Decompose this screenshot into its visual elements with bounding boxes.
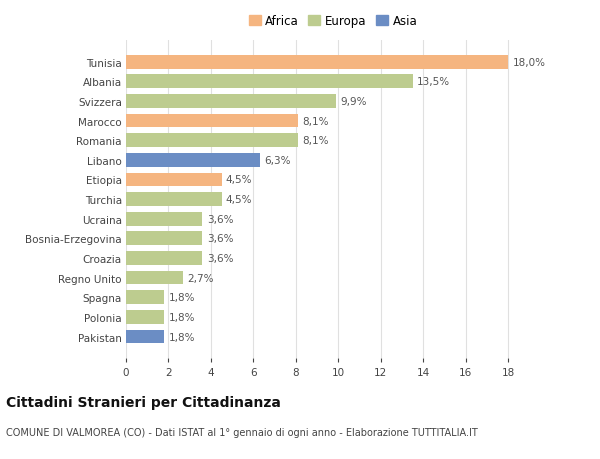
Text: 3,6%: 3,6% xyxy=(206,234,233,244)
Text: 8,1%: 8,1% xyxy=(302,136,329,146)
Bar xyxy=(126,95,336,109)
Text: 1,8%: 1,8% xyxy=(169,332,195,342)
Bar xyxy=(126,310,164,324)
Bar xyxy=(126,232,202,246)
Text: 6,3%: 6,3% xyxy=(264,156,290,166)
Bar xyxy=(126,271,184,285)
Bar xyxy=(126,213,202,226)
Text: Cittadini Stranieri per Cittadinanza: Cittadini Stranieri per Cittadinanza xyxy=(6,395,281,409)
Text: 1,8%: 1,8% xyxy=(169,312,195,322)
Text: 1,8%: 1,8% xyxy=(169,292,195,302)
Bar xyxy=(126,56,508,69)
Text: 13,5%: 13,5% xyxy=(417,77,450,87)
Legend: Africa, Europa, Asia: Africa, Europa, Asia xyxy=(247,12,419,30)
Bar xyxy=(126,114,298,128)
Bar xyxy=(126,75,413,89)
Text: 9,9%: 9,9% xyxy=(340,97,367,107)
Bar xyxy=(126,330,164,344)
Text: 3,6%: 3,6% xyxy=(206,253,233,263)
Text: 2,7%: 2,7% xyxy=(188,273,214,283)
Text: 18,0%: 18,0% xyxy=(512,57,545,67)
Bar xyxy=(126,252,202,265)
Bar xyxy=(126,193,221,207)
Text: 8,1%: 8,1% xyxy=(302,116,329,126)
Bar xyxy=(126,154,260,168)
Text: 4,5%: 4,5% xyxy=(226,195,252,205)
Bar xyxy=(126,134,298,148)
Text: COMUNE DI VALMOREA (CO) - Dati ISTAT al 1° gennaio di ogni anno - Elaborazione T: COMUNE DI VALMOREA (CO) - Dati ISTAT al … xyxy=(6,427,478,437)
Text: 4,5%: 4,5% xyxy=(226,175,252,185)
Bar xyxy=(126,173,221,187)
Bar xyxy=(126,291,164,304)
Text: 3,6%: 3,6% xyxy=(206,214,233,224)
